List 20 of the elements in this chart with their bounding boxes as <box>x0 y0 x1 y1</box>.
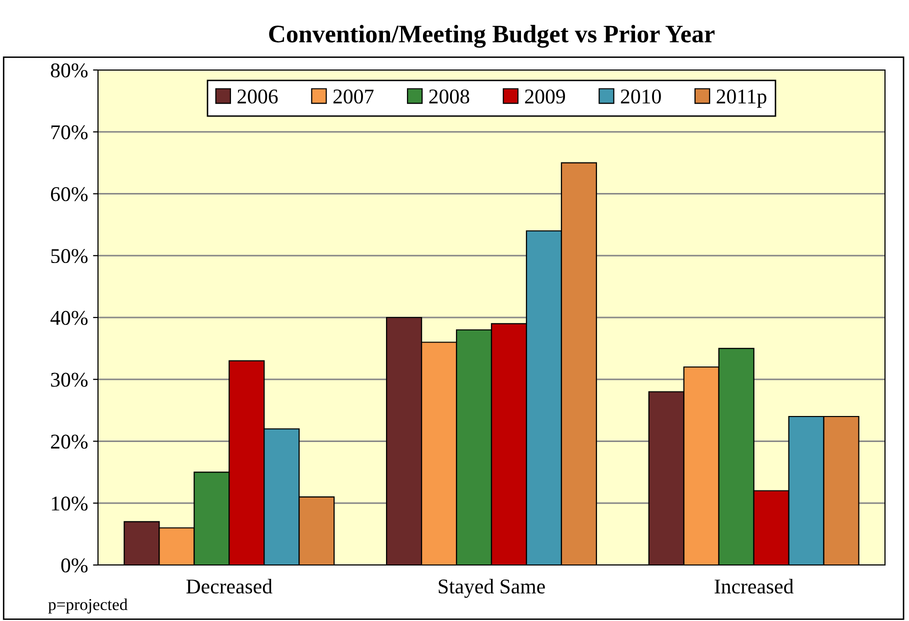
x-tick-label: Decreased <box>186 578 272 594</box>
chart-title: Convention/Meeting Budget vs Prior Year <box>269 24 715 48</box>
text: p=projected <box>48 598 128 614</box>
legend-label: 2010 <box>620 89 661 104</box>
y-tick-label: 40% <box>50 310 88 325</box>
y-tick-label: 70% <box>51 125 88 140</box>
legend-label: 2007 <box>333 89 374 104</box>
y-tick-label: 0% <box>61 558 88 572</box>
y-tick-label: 60% <box>50 187 88 202</box>
y-tick-label: 80% <box>50 63 88 78</box>
legend-label: 2011p <box>716 89 766 108</box>
legend-label: 2008 <box>429 89 470 104</box>
y-tick-label: 30% <box>51 372 88 387</box>
legend-label: 2006 <box>238 89 278 104</box>
y-tick-label: 50% <box>51 249 88 264</box>
y-tick-label: 20% <box>51 434 88 449</box>
x-tick-label: Stayed Same <box>438 578 545 598</box>
legend-label: 2009 <box>525 89 565 104</box>
x-tick-label: Increased <box>714 578 794 594</box>
y-tick-label: 10% <box>52 496 88 511</box>
